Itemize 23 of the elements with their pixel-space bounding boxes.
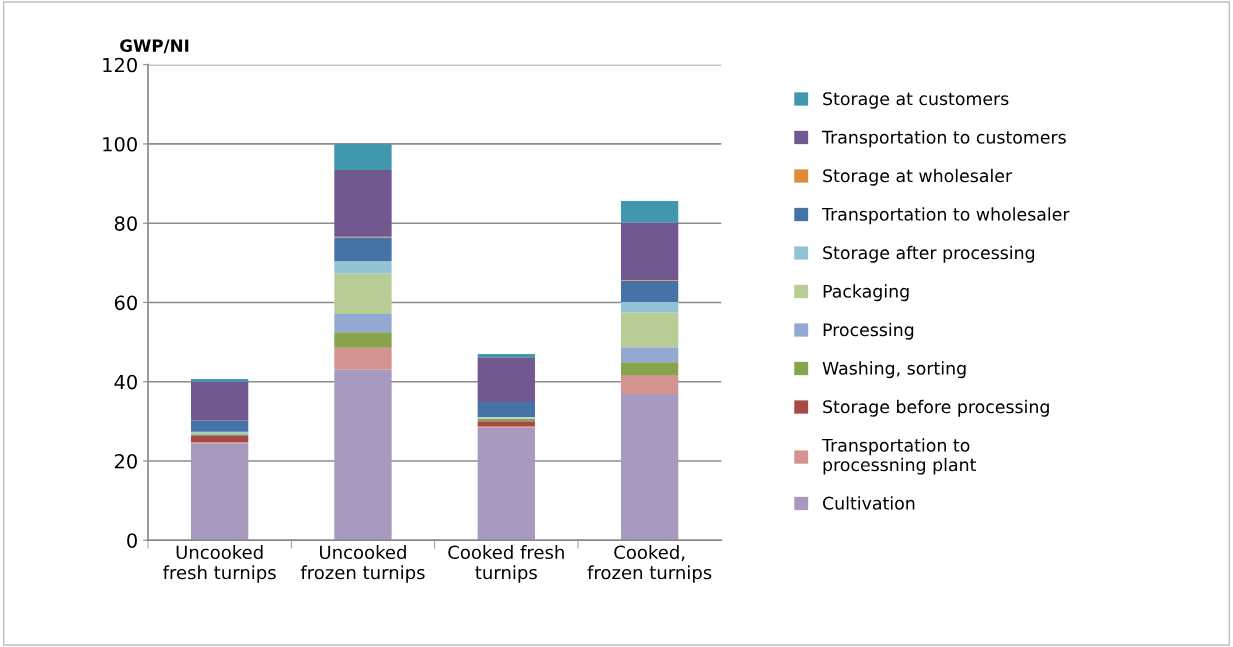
legend-label: Storage after processing xyxy=(823,245,1035,263)
legend-label: Transportation to processning plant xyxy=(821,438,976,475)
y-tick-label: 0 xyxy=(127,533,137,548)
legend-label: Cultivation xyxy=(823,496,915,510)
y-tick-label: 100 xyxy=(103,136,137,152)
x-tick-label: Cooked fresh turnips xyxy=(448,545,564,583)
legend-label: Storage before processing xyxy=(823,399,1049,417)
y-tick-label: 60 xyxy=(114,295,137,311)
legend-label: Transportation to customers xyxy=(821,130,1066,148)
x-tick-label: Uncooked fresh turnips xyxy=(163,545,276,583)
legend-label: Storage at wholesaler xyxy=(823,168,1013,186)
x-tick-label: Cooked, frozen turnips xyxy=(587,545,712,583)
legend-label: Transportation to wholesaler xyxy=(821,207,1070,225)
y-tick-label: 120 xyxy=(103,57,137,73)
legend-label: Packaging xyxy=(823,284,909,302)
x-tick-label: Uncooked frozen turnips xyxy=(300,545,425,583)
y-tick-label: 40 xyxy=(114,374,137,390)
legend-label: Processing xyxy=(823,322,914,340)
y-axis-title: GWP/NI xyxy=(120,39,189,54)
y-tick-label: 20 xyxy=(114,453,137,469)
legend-label: Storage at customers xyxy=(823,92,1009,109)
y-tick-label: 80 xyxy=(114,216,137,231)
legend-label: Washing, sorting xyxy=(822,361,966,379)
